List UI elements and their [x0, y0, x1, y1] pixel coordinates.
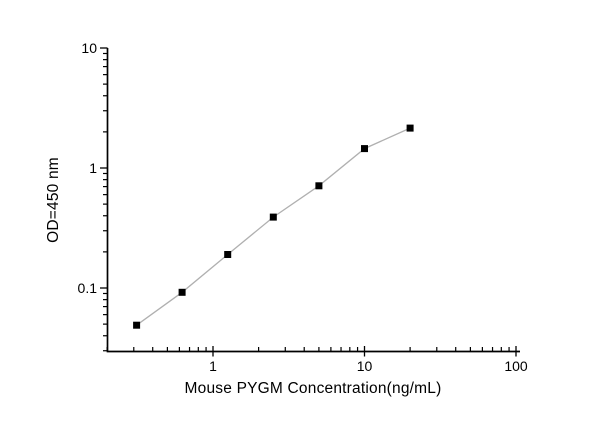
- x-tick-label: 10: [357, 358, 373, 374]
- series-line: [136, 127, 411, 326]
- x-tick-label: 1: [209, 358, 217, 374]
- x-tick-label: 100: [504, 358, 528, 374]
- y-tick-label: 1: [89, 160, 97, 176]
- data-point-marker: [361, 145, 368, 153]
- x-axis-title: Mouse PYGM Concentration(ng/mL): [184, 380, 442, 397]
- data-point-marker: [224, 251, 232, 258]
- y-tick-label: 10: [81, 40, 97, 56]
- data-point-marker: [269, 213, 277, 221]
- data-point-marker: [178, 288, 186, 296]
- data-point-marker: [133, 321, 141, 329]
- data-point-marker: [315, 182, 323, 190]
- y-axis-title: OD=450 nm: [45, 157, 62, 243]
- data-point-marker: [406, 124, 414, 132]
- y-tick-label: 0.1: [78, 280, 98, 296]
